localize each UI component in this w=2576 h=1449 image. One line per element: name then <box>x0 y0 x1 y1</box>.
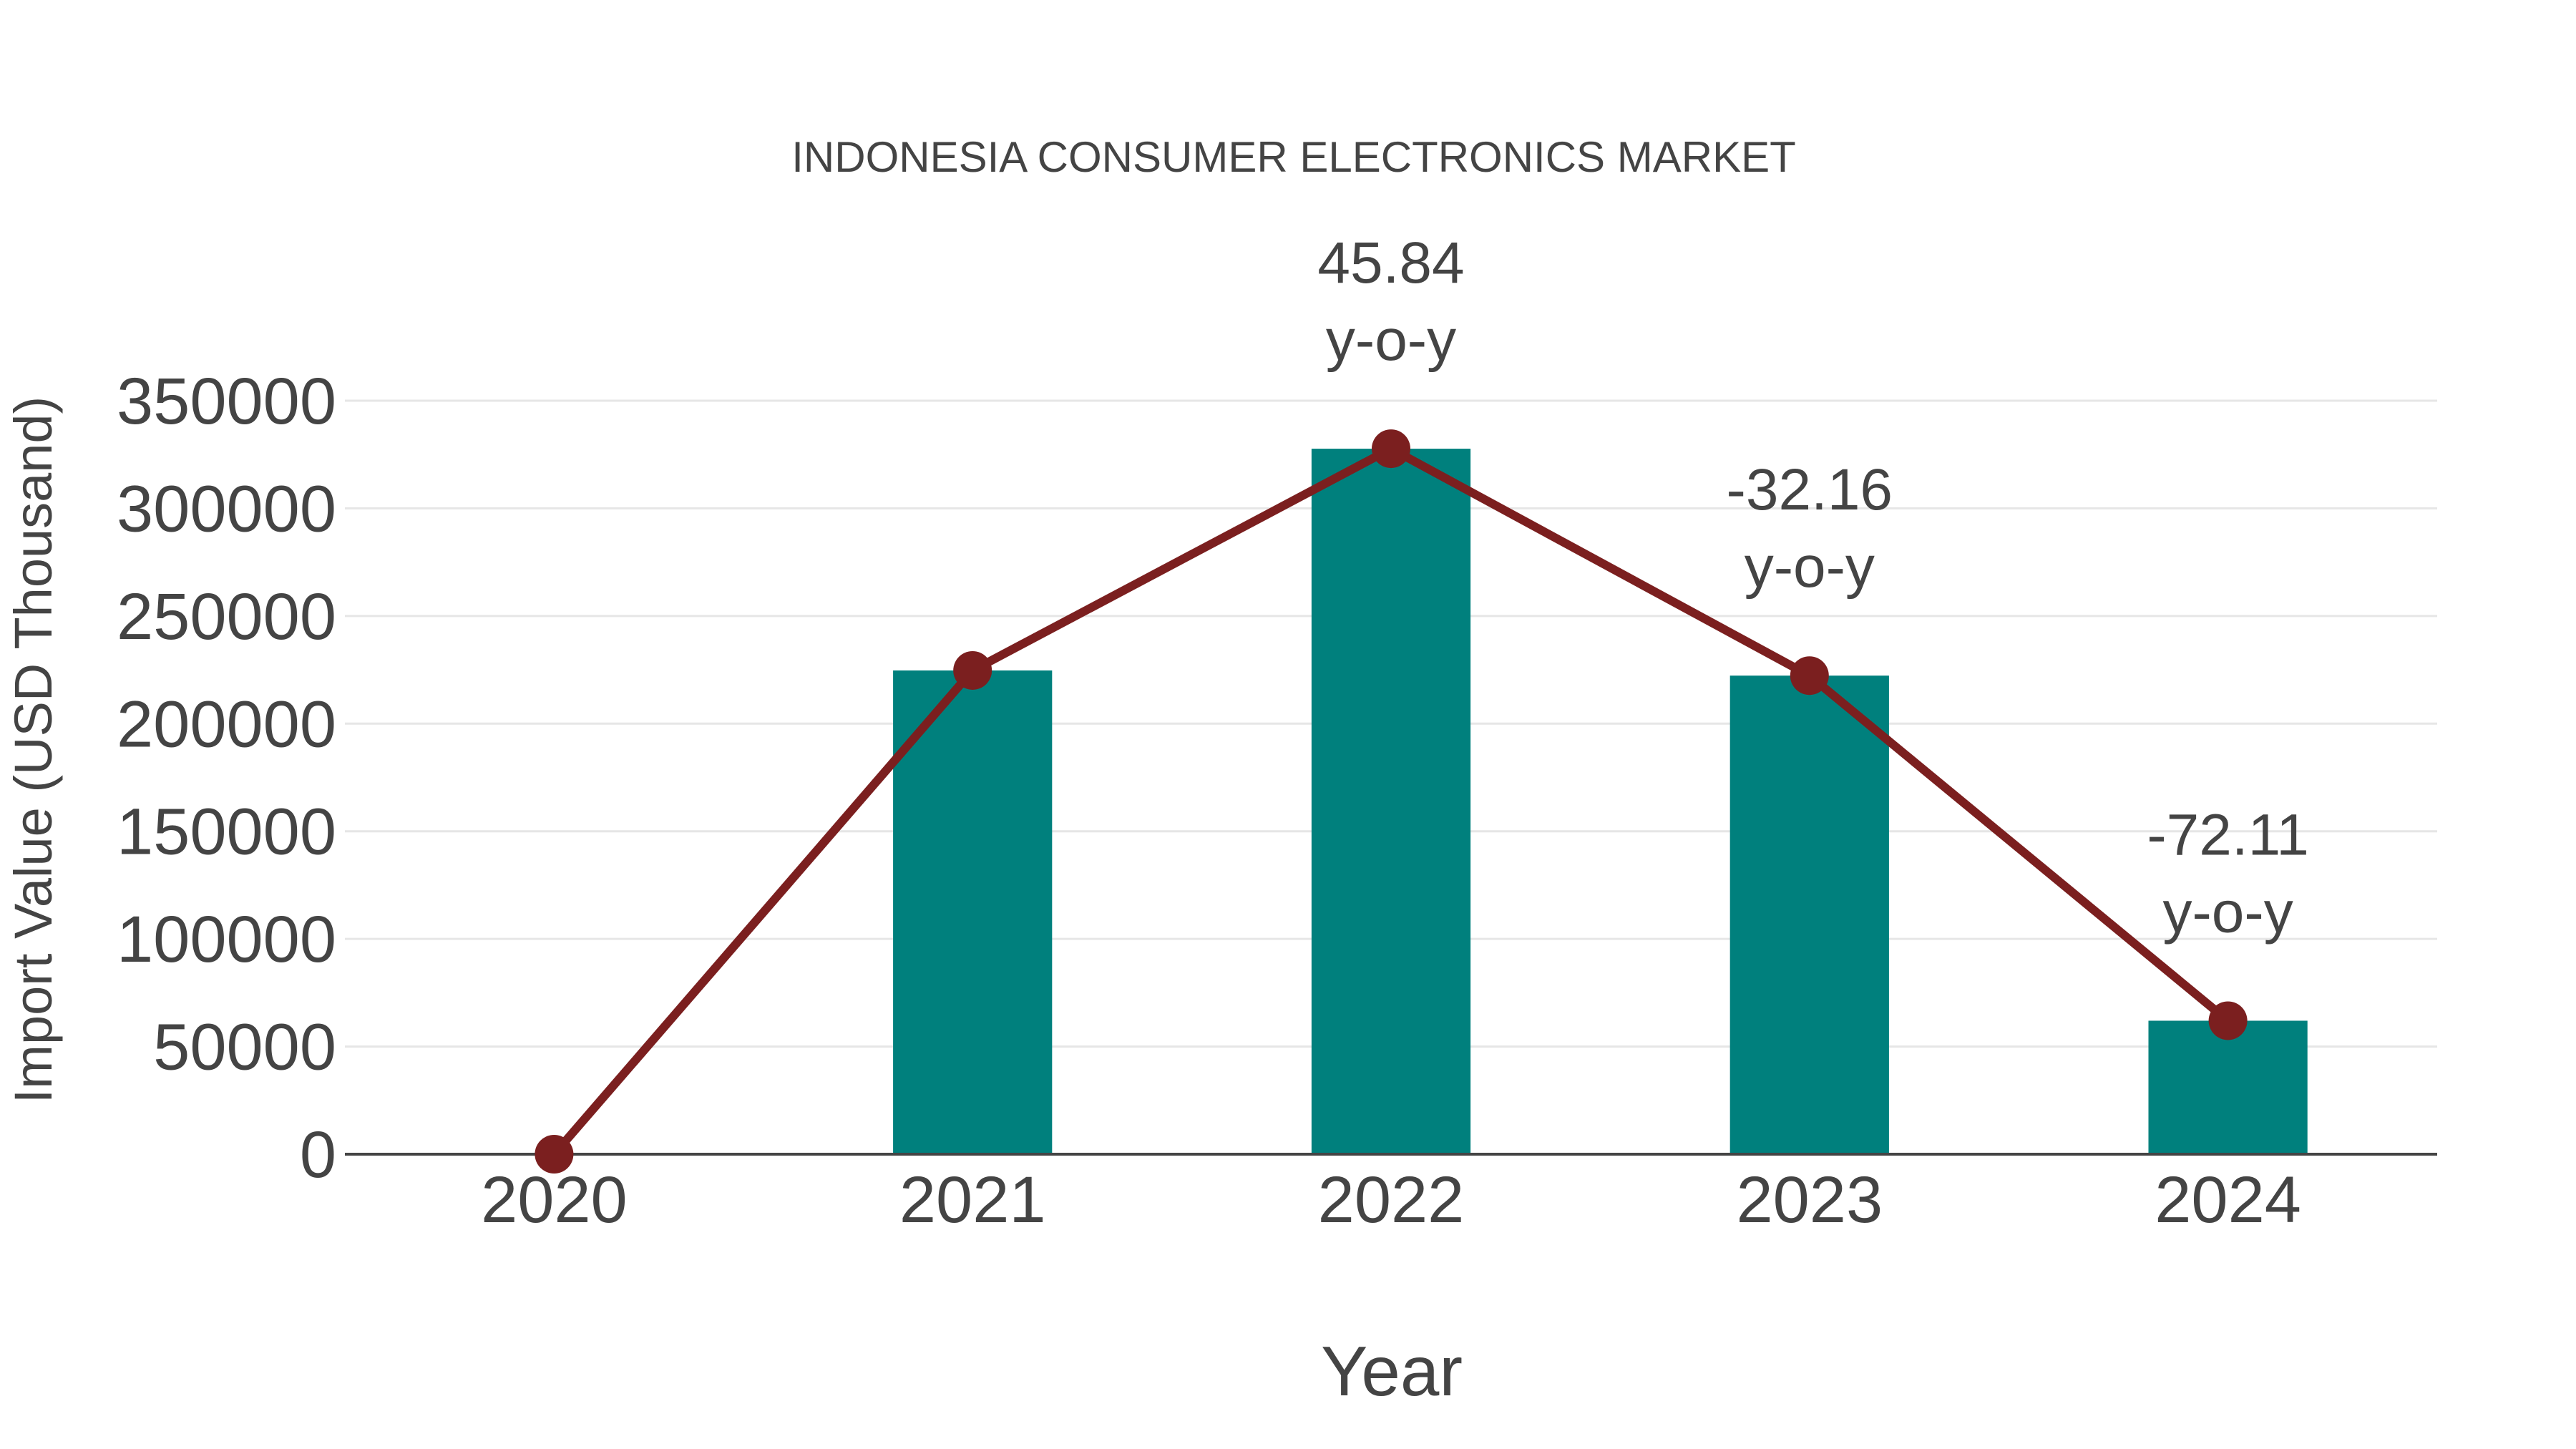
yoy-label: y-o-y <box>1326 308 1456 373</box>
marker-2021[interactable] <box>953 650 992 690</box>
bar-2021[interactable] <box>893 670 1053 1154</box>
trend-line <box>535 429 2248 1174</box>
y-tick-label: 300000 <box>117 472 336 545</box>
y-tick-label: 250000 <box>117 580 336 653</box>
marker-2020[interactable] <box>535 1135 574 1174</box>
y-tick-label: 100000 <box>117 903 336 976</box>
x-tick-label: 2021 <box>899 1163 1046 1236</box>
yoy-value: -32.16 <box>1727 457 1893 522</box>
x-axis-title: Year <box>1321 1332 1463 1410</box>
marker-2023[interactable] <box>1790 656 1829 696</box>
y-tick-label: 350000 <box>117 365 336 438</box>
yoy-value: 45.84 <box>1317 230 1464 296</box>
x-tick-label: 2023 <box>1736 1163 1883 1236</box>
bar-2022[interactable] <box>1311 449 1471 1154</box>
yoy-label: y-o-y <box>1745 535 1875 600</box>
y-axis-title: Import Value (USD Thousand) <box>4 396 63 1104</box>
yoy-value: -72.11 <box>2147 802 2308 867</box>
y-axis-ticks: 0 50000 100000 150000 200000 250000 300000 3500… <box>117 365 336 1191</box>
marker-2024[interactable] <box>2208 1001 2248 1040</box>
y-tick-label: 150000 <box>117 796 336 869</box>
x-tick-label: 2020 <box>481 1163 628 1236</box>
x-tick-label: 2024 <box>2155 1163 2301 1236</box>
y-tick-label: 200000 <box>117 688 336 761</box>
bar-2024[interactable] <box>2148 1020 2308 1154</box>
x-tick-label: 2022 <box>1318 1163 1465 1236</box>
yoy-label: y-o-y <box>2162 879 2293 945</box>
yoy-annotations: 45.84 y-o-y -32.16 y-o-y -72.11 y-o-y <box>1317 230 2308 945</box>
x-axis-ticks: 2020 2021 2022 2023 2024 <box>481 1163 2301 1236</box>
bar-2023[interactable] <box>1729 675 1889 1154</box>
bars <box>893 449 2308 1154</box>
marker-2022[interactable] <box>1372 429 1410 469</box>
y-tick-label: 50000 <box>153 1011 336 1084</box>
chart-title: INDONESIA CONSUMER ELECTRONICS MARKET <box>791 133 1796 181</box>
y-tick-label: 0 <box>300 1118 336 1191</box>
